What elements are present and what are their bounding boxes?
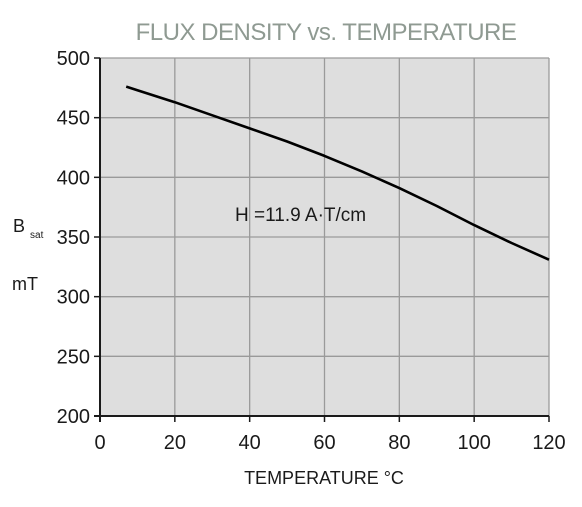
x-tick-label: 60	[313, 432, 335, 454]
x-tick-labels: 0 20 40 60 80 100 120	[94, 432, 565, 454]
annotation: H =11.9 A·T/cm	[235, 205, 366, 226]
y-tick-label: 200	[57, 406, 90, 428]
x-axis-label: TEMPERATURE °C	[244, 468, 404, 488]
y-tick-labels: 200 250 300 350 400 450 500	[57, 48, 90, 428]
x-tick-label: 120	[532, 432, 565, 454]
y-tick-label: 450	[57, 108, 90, 130]
y-tick-label: 500	[57, 48, 90, 70]
y-axis-label-sub: sat	[30, 230, 44, 241]
x-tick-label: 20	[164, 432, 186, 454]
series-line	[125, 85, 550, 261]
y-axis-label: B sat	[13, 216, 44, 241]
x-tick-label: 40	[239, 432, 261, 454]
x-tick-label: 0	[94, 432, 105, 454]
x-tick-label: 100	[457, 432, 490, 454]
y-tick-label: 300	[57, 287, 90, 309]
grid	[100, 57, 550, 416]
y-axis-unit: mT	[12, 274, 38, 294]
x-tick-label: 80	[388, 432, 410, 454]
y-tick-label: 250	[57, 346, 90, 368]
axes	[94, 57, 550, 422]
y-tick-label: 350	[57, 227, 90, 249]
y-axis-label-main: B	[13, 216, 25, 236]
chart-title: FLUX DENSITY vs. TEMPERATURE	[136, 19, 517, 46]
y-tick-label: 400	[57, 167, 90, 189]
